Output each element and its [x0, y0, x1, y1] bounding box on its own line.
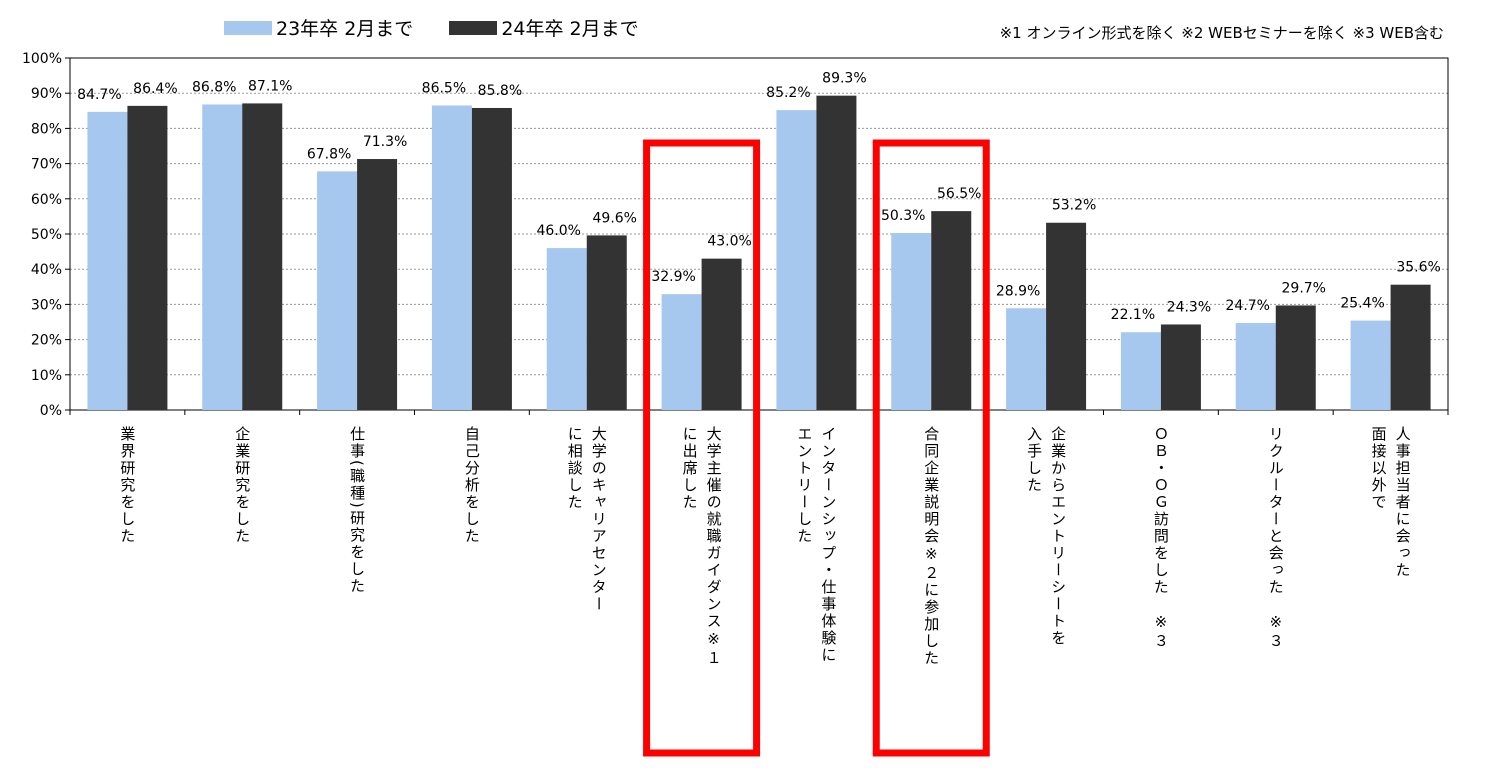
category-label-text: 業界研究をした — [118, 426, 137, 545]
bar-23-1 — [202, 104, 243, 411]
category-label: 自己分析をした — [416, 426, 528, 545]
data-label: 24.3% — [1167, 299, 1211, 315]
chart-notes: ※1 オンライン形式を除く ※2 WEBセミナーを除く ※3 WEB含む — [999, 24, 1444, 42]
category-label-text: 仕事(職種)研究をした — [348, 426, 367, 595]
category-label-text: 人事担当者に会った — [1393, 426, 1412, 579]
data-label: 87.1% — [248, 78, 292, 94]
y-tick-label: 40% — [31, 262, 62, 278]
legend: 23年卒 2月まで 24年卒 2月まで — [224, 14, 675, 41]
bar-24-0 — [127, 105, 168, 410]
bar-24-1 — [242, 103, 283, 411]
y-tick-label: 10% — [31, 368, 62, 384]
category-label-text: 入手した — [1025, 426, 1044, 494]
y-tick-label: 60% — [31, 192, 62, 208]
y-tick-label: 70% — [31, 157, 62, 173]
bar-23-2 — [317, 171, 358, 410]
data-label: 85.8% — [478, 83, 522, 99]
data-label: 49.6% — [593, 210, 637, 226]
bar-24-9 — [1160, 324, 1201, 410]
legend-label-24: 24年卒 2月まで — [501, 18, 639, 40]
highlight-box-1 — [872, 139, 990, 757]
data-label: 86.4% — [133, 81, 177, 97]
data-label: 28.9% — [996, 283, 1040, 299]
bar-24-5 — [701, 258, 742, 410]
y-tick-label: 90% — [31, 86, 62, 102]
bar-24-10 — [1275, 305, 1316, 410]
y-tick-label: 80% — [31, 121, 62, 137]
data-label: 53.2% — [1052, 198, 1096, 214]
bar-23-6 — [776, 110, 817, 410]
data-label: 32.9% — [651, 269, 695, 285]
data-label: 86.8% — [192, 79, 236, 95]
category-label: 企業からエントリーシートを 入手した — [990, 426, 1102, 647]
legend-label-23: 23年卒 2月まで — [276, 18, 414, 40]
y-tick-label: 0% — [40, 403, 62, 419]
category-label-text: 面接以外で — [1369, 426, 1388, 511]
y-tick-label: 20% — [31, 333, 62, 349]
bar-23-4 — [546, 248, 587, 410]
bar-24-6 — [816, 95, 857, 410]
data-label: 56.5% — [937, 186, 981, 202]
category-label: 大学主催の就職ガイダンス※１ に出席した — [646, 426, 758, 667]
data-label: 85.2% — [766, 85, 810, 101]
category-label-text: 大学主催の就職ガイダンス※１ — [704, 426, 723, 667]
category-label: リクルーターと会った ※３ — [1220, 426, 1332, 650]
legend-item-23: 23年卒 2月まで — [224, 14, 413, 41]
category-label: 企業研究をした — [186, 426, 298, 545]
category-label-text: 合同企業説明会※２に参加した — [922, 426, 941, 667]
bar-23-0 — [87, 111, 128, 410]
data-label: 50.3% — [881, 208, 925, 224]
data-label: 89.3% — [822, 71, 866, 87]
legend-swatch-23 — [224, 20, 272, 35]
category-label-text: に相談した — [565, 426, 584, 511]
data-label: 71.3% — [363, 134, 407, 150]
category-label: ＯＢ・ＯＧ訪問をした ※３ — [1105, 426, 1217, 650]
category-label: 合同企業説明会※２に参加した — [875, 426, 987, 667]
data-label: 22.1% — [1111, 307, 1155, 323]
bar-23-8 — [1006, 308, 1047, 410]
highlight-box-0 — [643, 139, 761, 757]
category-label: インターンシップ・仕事体験に エントリーした — [760, 426, 872, 664]
y-tick-label: 50% — [31, 227, 62, 243]
data-label: 43.0% — [707, 234, 751, 250]
bar-23-7 — [891, 232, 932, 410]
data-label: 46.0% — [537, 223, 581, 239]
category-label-text: インターンシップ・仕事体験に — [819, 426, 838, 664]
category-label: 業界研究をした — [71, 426, 183, 545]
bar-24-7 — [931, 211, 972, 410]
data-label: 29.7% — [1282, 280, 1326, 296]
bar-24-3 — [471, 107, 512, 410]
category-label-text: リクルーターと会った ※３ — [1266, 426, 1285, 650]
data-label: 84.7% — [77, 87, 121, 103]
bar-23-5 — [661, 294, 702, 410]
y-tick-label: 100% — [22, 51, 62, 67]
category-label: 仕事(職種)研究をした — [301, 426, 413, 595]
legend-item-24: 24年卒 2月まで — [449, 14, 639, 41]
data-label: 86.5% — [422, 81, 466, 97]
category-label: 人事担当者に会った 面接以外で — [1335, 426, 1447, 579]
y-tick-label: 30% — [31, 297, 62, 313]
bar-23-10 — [1235, 323, 1276, 410]
bar-24-4 — [586, 235, 627, 410]
legend-swatch-24 — [449, 20, 498, 35]
category-label-text: 企業研究をした — [233, 426, 252, 545]
bar-23-9 — [1120, 332, 1161, 410]
bar-23-11 — [1350, 320, 1391, 410]
category-label-text: 自己分析をした — [462, 426, 481, 545]
data-label: 24.7% — [1226, 298, 1270, 314]
data-label: 67.8% — [307, 146, 351, 162]
category-label: 大学のキャリアセンター に相談した — [531, 426, 643, 613]
bar-24-11 — [1390, 284, 1431, 410]
bar-24-2 — [357, 159, 398, 410]
category-label-text: ＯＢ・ＯＧ訪問をした ※３ — [1151, 426, 1170, 650]
bar-24-8 — [1046, 222, 1087, 410]
category-label-text: に出席した — [680, 426, 699, 511]
category-label-text: エントリーした — [795, 426, 814, 545]
bar-23-3 — [431, 105, 472, 411]
data-label: 25.4% — [1340, 296, 1384, 312]
category-label-text: 大学のキャリアセンター — [589, 426, 608, 613]
category-label-text: 企業からエントリーシートを — [1049, 426, 1068, 647]
data-label: 35.6% — [1396, 260, 1440, 276]
